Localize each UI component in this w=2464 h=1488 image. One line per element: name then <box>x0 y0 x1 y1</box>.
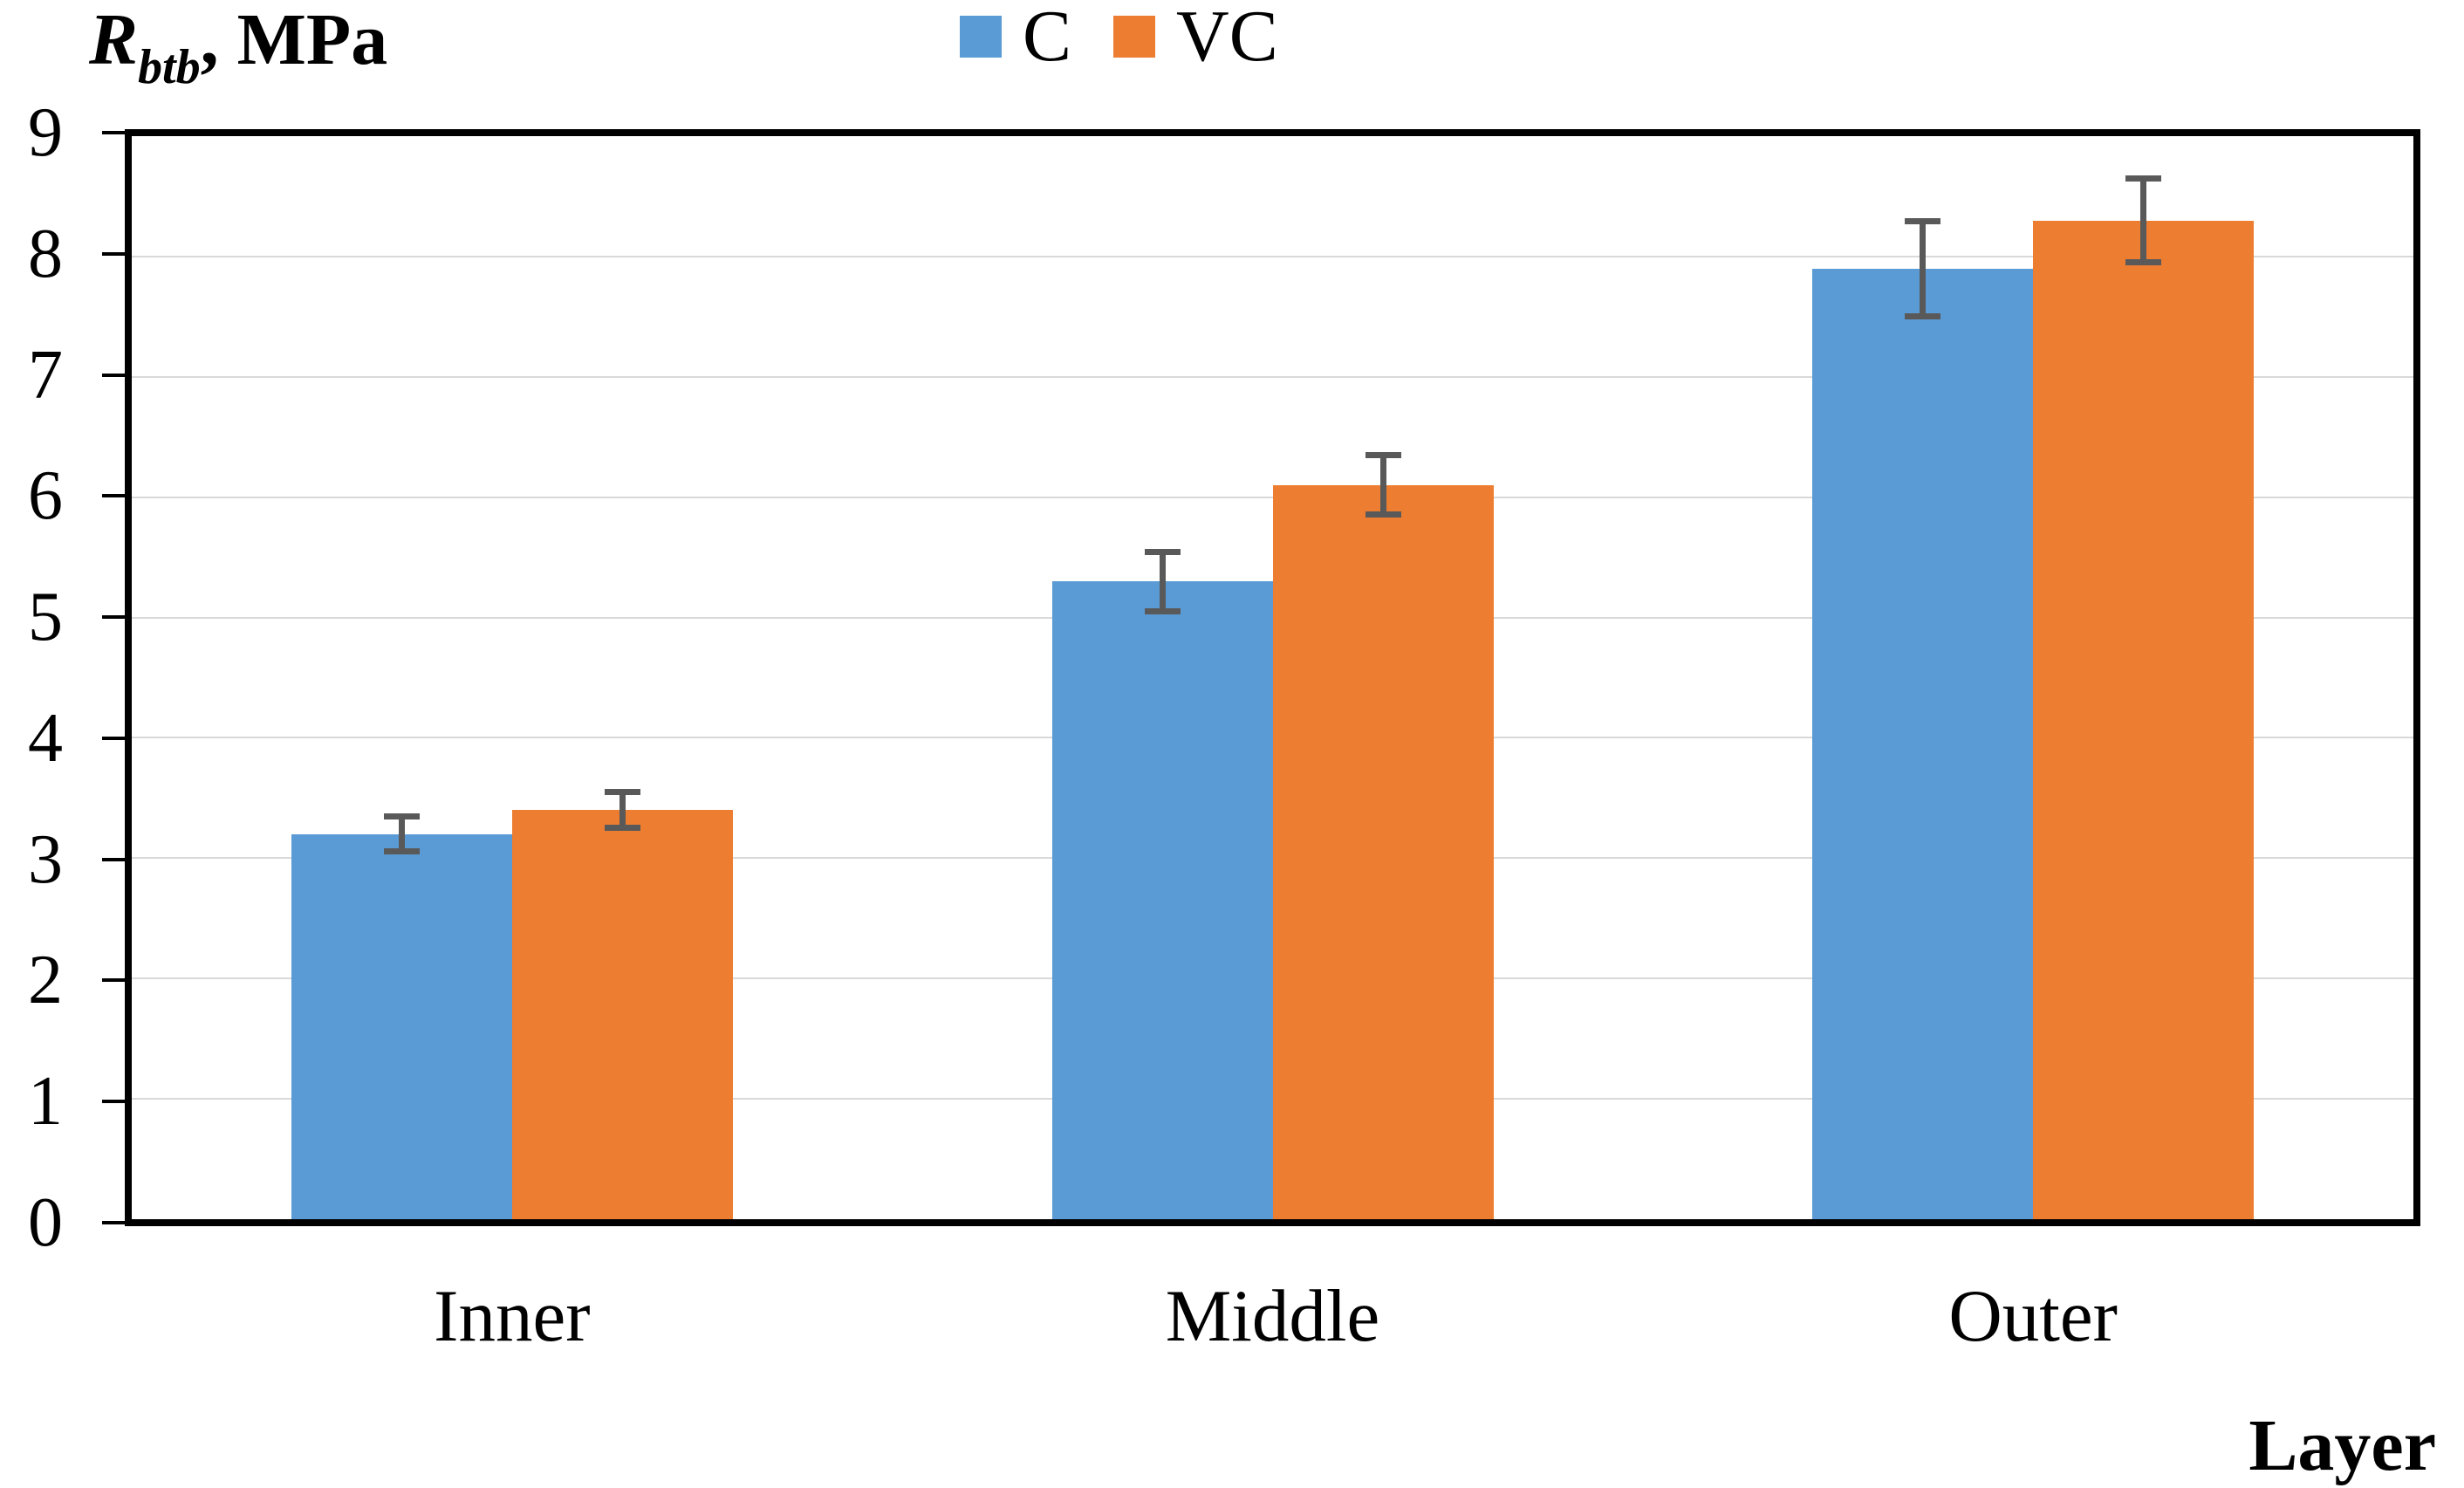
error-bar-c-middle-cap-bottom <box>1144 607 1181 614</box>
legend-item-c: C <box>960 0 1072 77</box>
y-tick-mark-8 <box>102 251 125 256</box>
y-tick-label-5: 5 <box>28 579 63 656</box>
y-axis-subscript: btb <box>138 40 201 94</box>
y-tick-mark-6 <box>102 494 125 498</box>
bar-vc-inner <box>511 810 733 1219</box>
error-bar-vc-outer-cap-bottom <box>2125 258 2162 265</box>
y-tick-label-0: 0 <box>28 1184 63 1261</box>
y-tick-mark-2 <box>102 978 125 983</box>
x-axis-title: Layer <box>2248 1405 2436 1486</box>
error-bar-c-outer-cap-bottom <box>1905 312 1941 319</box>
plot-inner <box>132 136 2413 1219</box>
legend-item-vc: VC <box>1113 0 1278 77</box>
error-bar-vc-middle-cap-bottom <box>1365 511 1401 518</box>
y-tick-label-2: 2 <box>28 942 63 1019</box>
gridline-8 <box>132 255 2413 257</box>
error-bar-c-outer <box>1920 220 1927 317</box>
bar-c-outer <box>1812 268 2034 1219</box>
y-tick-label-6: 6 <box>28 457 63 535</box>
error-bar-vc-inner <box>619 792 626 828</box>
bar-c-inner <box>291 833 512 1219</box>
error-bar-c-middle-cap-top <box>1144 548 1181 555</box>
y-tick-mark-9 <box>102 131 125 134</box>
y-tick-label-1: 1 <box>28 1063 63 1141</box>
y-axis-units: , MPa <box>200 0 388 80</box>
error-bar-c-inner-cap-bottom <box>383 848 420 855</box>
bar-c-middle <box>1051 581 1273 1219</box>
plot-area <box>125 129 2420 1226</box>
y-tick-mark-1 <box>102 1100 125 1104</box>
y-tick-label-7: 7 <box>28 336 63 414</box>
y-tick-mark-3 <box>102 857 125 861</box>
error-bar-c-inner <box>398 816 405 853</box>
y-tick-label-8: 8 <box>28 215 63 292</box>
error-bar-vc-middle-cap-top <box>1365 452 1401 459</box>
legend-swatch-c <box>960 16 1002 58</box>
legend-label-vc: VC <box>1176 0 1278 77</box>
bar-vc-outer <box>2033 220 2255 1219</box>
error-bar-c-outer-cap-top <box>1905 217 1941 224</box>
y-tick-mark-0 <box>102 1221 125 1224</box>
error-bar-vc-inner-cap-bottom <box>604 824 640 831</box>
y-axis-title: Rbtb, MPa <box>89 0 388 92</box>
y-axis-symbol: R <box>89 0 139 80</box>
error-bar-vc-outer <box>2140 178 2147 263</box>
y-tick-mark-4 <box>102 736 125 740</box>
gridline-7 <box>132 375 2413 378</box>
error-bar-vc-outer-cap-top <box>2125 175 2162 182</box>
error-bar-c-middle <box>1159 551 1166 612</box>
y-tick-label-4: 4 <box>28 699 63 777</box>
y-tick-label-9: 9 <box>28 94 63 171</box>
error-bar-c-inner-cap-top <box>383 813 420 820</box>
legend-swatch-vc <box>1113 16 1156 58</box>
error-bar-vc-middle <box>1379 455 1386 516</box>
legend: C VC <box>960 0 1278 77</box>
y-tick-mark-7 <box>102 373 125 377</box>
y-tick-label-3: 3 <box>28 820 63 898</box>
y-tick-mark-5 <box>102 615 125 620</box>
x-category-label-outer: Outer <box>1948 1275 2118 1357</box>
x-category-label-inner: Inner <box>434 1275 591 1357</box>
bar-vc-middle <box>1272 484 1494 1219</box>
error-bar-vc-inner-cap-top <box>604 789 640 796</box>
legend-label-c: C <box>1023 0 1072 77</box>
x-category-label-middle: Middle <box>1165 1275 1380 1357</box>
